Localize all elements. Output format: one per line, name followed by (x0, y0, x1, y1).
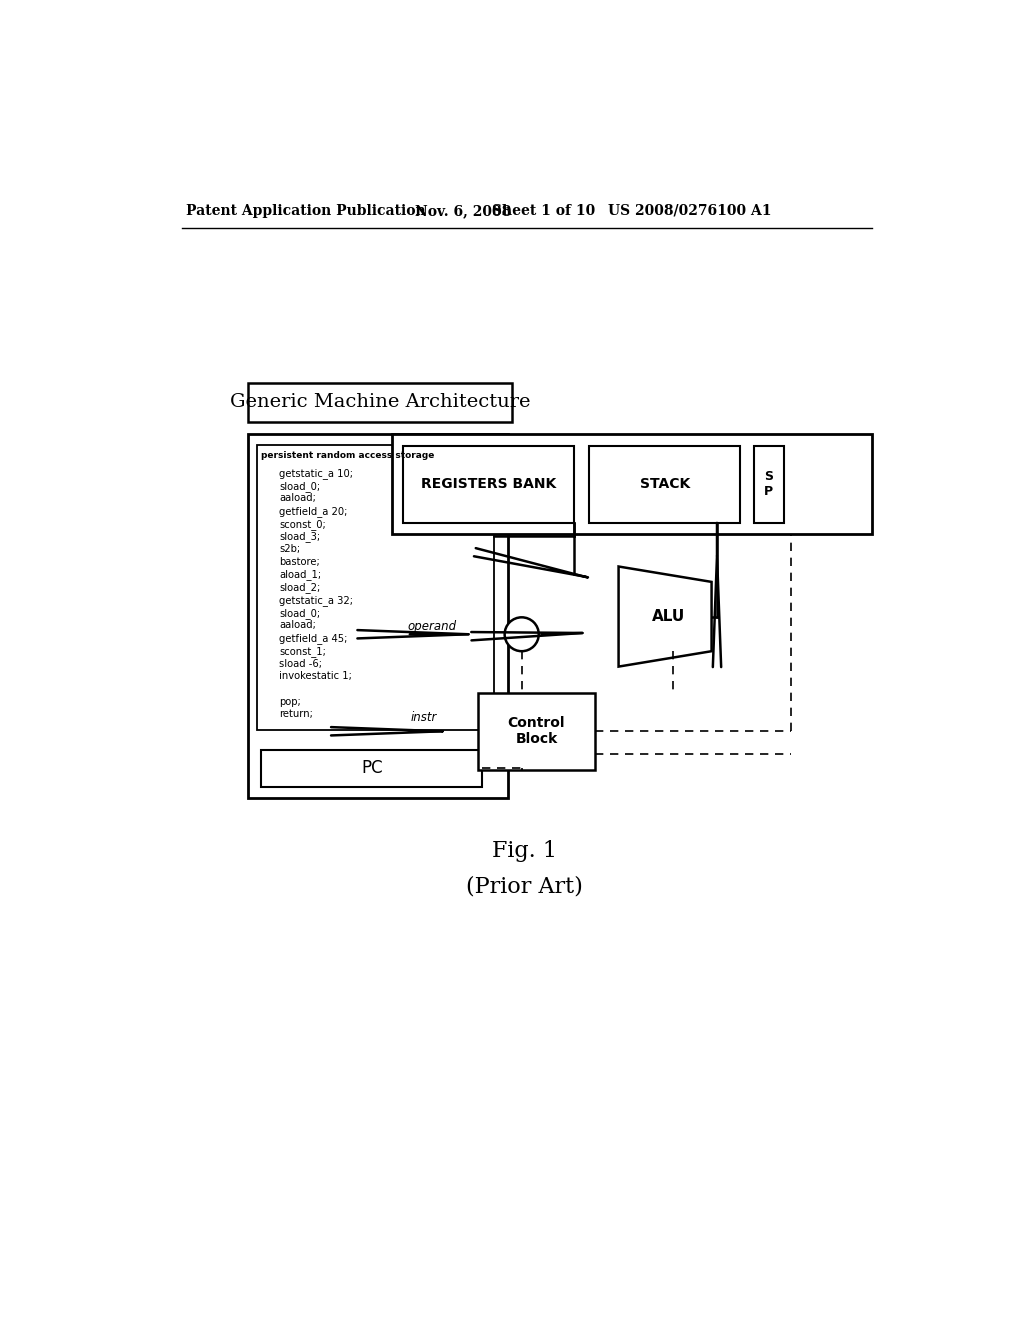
FancyBboxPatch shape (589, 446, 740, 523)
Text: US 2008/0276100 A1: US 2008/0276100 A1 (608, 203, 772, 218)
FancyBboxPatch shape (261, 750, 482, 787)
Text: sconst_0;: sconst_0; (280, 519, 326, 529)
Text: Nov. 6, 2008: Nov. 6, 2008 (415, 203, 511, 218)
Text: Patent Application Publication: Patent Application Publication (186, 203, 426, 218)
FancyBboxPatch shape (257, 445, 494, 730)
Text: aaload;: aaload; (280, 620, 316, 631)
FancyBboxPatch shape (248, 434, 508, 797)
FancyBboxPatch shape (391, 434, 872, 535)
Text: (Prior Art): (Prior Art) (466, 875, 584, 898)
Text: return;: return; (280, 709, 313, 719)
Polygon shape (618, 566, 712, 667)
Text: getfield_a 45;: getfield_a 45; (280, 634, 347, 644)
Text: getstatic_a 10;: getstatic_a 10; (280, 469, 353, 479)
FancyBboxPatch shape (403, 446, 573, 523)
Text: sload_0;: sload_0; (280, 607, 321, 619)
Text: Fig. 1: Fig. 1 (493, 841, 557, 862)
Text: PC: PC (360, 759, 383, 777)
Text: getfield_a 20;: getfield_a 20; (280, 506, 347, 517)
Text: REGISTERS BANK: REGISTERS BANK (421, 477, 556, 491)
Text: sload_0;: sload_0; (280, 480, 321, 491)
Text: getstatic_a 32;: getstatic_a 32; (280, 595, 353, 606)
Text: sload_2;: sload_2; (280, 582, 321, 593)
Text: s2b;: s2b; (280, 544, 300, 554)
FancyBboxPatch shape (478, 693, 595, 770)
Text: Control
Block: Control Block (508, 717, 565, 746)
Text: sconst_1;: sconst_1; (280, 645, 326, 657)
Text: sload_3;: sload_3; (280, 532, 321, 543)
Circle shape (505, 618, 539, 651)
Text: Generic Machine Architecture: Generic Machine Architecture (229, 393, 530, 412)
Text: STACK: STACK (640, 477, 690, 491)
Text: persistent random access storage: persistent random access storage (260, 451, 434, 461)
Text: Sheet 1 of 10: Sheet 1 of 10 (493, 203, 596, 218)
Text: operand: operand (407, 620, 456, 634)
Text: ALU: ALU (652, 609, 686, 624)
FancyBboxPatch shape (755, 446, 783, 523)
Text: S
P: S P (764, 470, 773, 498)
Text: instr: instr (411, 711, 437, 723)
Text: bastore;: bastore; (280, 557, 319, 566)
Text: aload_1;: aload_1; (280, 570, 322, 581)
Text: aaload;: aaload; (280, 494, 316, 503)
Text: pop;: pop; (280, 697, 301, 706)
FancyBboxPatch shape (248, 383, 512, 422)
Text: invokestatic 1;: invokestatic 1; (280, 671, 352, 681)
Text: sload -6;: sload -6; (280, 659, 323, 668)
